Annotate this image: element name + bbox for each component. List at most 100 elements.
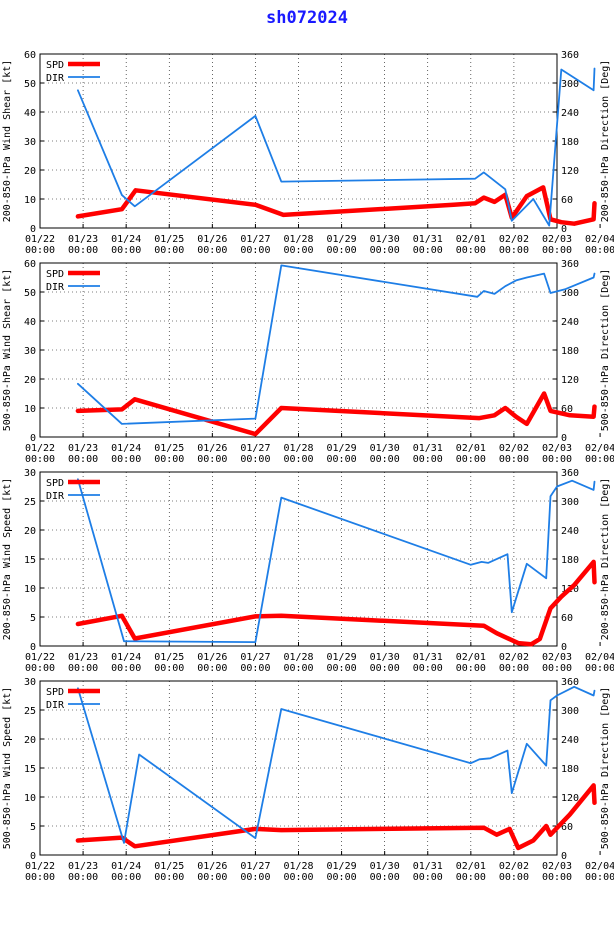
x-tick-label-time: 00:00 bbox=[68, 454, 98, 465]
y2-tick-label: 60 bbox=[561, 822, 573, 833]
y-tick-label: 20 bbox=[24, 166, 36, 177]
x-tick-label-date: 02/01 bbox=[456, 861, 486, 872]
x-tick-label-date: 02/02 bbox=[499, 234, 529, 245]
y2-tick-label: 300 bbox=[561, 706, 579, 717]
y2-tick-label: 360 bbox=[561, 468, 579, 479]
x-tick-label-time: 00:00 bbox=[585, 245, 614, 256]
x-tick-label-date: 01/30 bbox=[370, 443, 400, 454]
x-tick-label-date: 02/02 bbox=[499, 652, 529, 663]
y-tick-label: 50 bbox=[24, 288, 36, 299]
x-tick-label-date: 02/04 bbox=[585, 652, 614, 663]
y2-tick-label: 0 bbox=[561, 851, 567, 862]
legend-label: SPD bbox=[46, 687, 64, 698]
y-tick-label: 15 bbox=[24, 555, 36, 566]
x-tick-label-date: 02/04 bbox=[585, 861, 614, 872]
x-tick-label-date: 02/03 bbox=[542, 652, 572, 663]
x-tick-label-date: 01/24 bbox=[111, 443, 141, 454]
x-tick-label-time: 00:00 bbox=[25, 663, 55, 674]
x-tick-label-date: 01/30 bbox=[370, 652, 400, 663]
x-tick-label-time: 00:00 bbox=[499, 454, 529, 465]
y2-tick-label: 60 bbox=[561, 404, 573, 415]
x-tick-label-time: 00:00 bbox=[499, 663, 529, 674]
x-tick-label-time: 00:00 bbox=[413, 245, 443, 256]
x-tick-label-time: 00:00 bbox=[542, 872, 572, 883]
dir-series-line bbox=[77, 685, 596, 844]
x-tick-label-time: 00:00 bbox=[240, 454, 270, 465]
x-tick-label-time: 00:00 bbox=[413, 872, 443, 883]
y-tick-label: 25 bbox=[24, 497, 36, 508]
chart-title: sh072024 bbox=[266, 8, 348, 28]
x-tick-label-date: 01/30 bbox=[370, 861, 400, 872]
x-tick-label-date: 01/28 bbox=[283, 652, 313, 663]
y-tick-label: 10 bbox=[24, 793, 36, 804]
y-tick-label: 15 bbox=[24, 764, 36, 775]
x-tick-label-time: 00:00 bbox=[370, 454, 400, 465]
x-tick-label-date: 02/03 bbox=[542, 861, 572, 872]
x-tick-label-time: 00:00 bbox=[197, 872, 227, 883]
x-tick-label-date: 01/29 bbox=[327, 443, 357, 454]
x-tick-label-time: 00:00 bbox=[25, 245, 55, 256]
x-tick-label-time: 00:00 bbox=[283, 245, 313, 256]
x-tick-label-time: 00:00 bbox=[370, 872, 400, 883]
y2-tick-label: 0 bbox=[561, 433, 567, 444]
x-tick-label-time: 00:00 bbox=[456, 245, 486, 256]
y2-tick-label: 240 bbox=[561, 317, 579, 328]
x-tick-label-time: 00:00 bbox=[25, 872, 55, 883]
x-tick-label-date: 01/31 bbox=[413, 234, 443, 245]
x-tick-label-date: 01/25 bbox=[154, 652, 184, 663]
x-tick-label-time: 00:00 bbox=[327, 245, 357, 256]
x-tick-label-time: 00:00 bbox=[111, 454, 141, 465]
y2-tick-label: 0 bbox=[561, 224, 567, 235]
y-tick-label: 40 bbox=[24, 108, 36, 119]
x-tick-label-date: 01/29 bbox=[327, 652, 357, 663]
legend-label: DIR bbox=[46, 282, 65, 293]
x-tick-label-date: 01/22 bbox=[25, 652, 55, 663]
y-tick-label: 10 bbox=[24, 404, 36, 415]
y-tick-label: 30 bbox=[24, 677, 36, 688]
x-tick-label-time: 00:00 bbox=[111, 872, 141, 883]
spd-series-line bbox=[75, 783, 597, 851]
x-tick-label-date: 02/02 bbox=[499, 861, 529, 872]
dir-series-line bbox=[77, 478, 596, 643]
x-tick-label-date: 01/26 bbox=[197, 861, 227, 872]
x-tick-label-time: 00:00 bbox=[542, 245, 572, 256]
y2-tick-label: 60 bbox=[561, 613, 573, 624]
y2-tick-label: 360 bbox=[561, 50, 579, 61]
x-tick-label-time: 00:00 bbox=[111, 245, 141, 256]
x-tick-label-date: 01/23 bbox=[68, 861, 98, 872]
y2-tick-label: 180 bbox=[561, 346, 579, 357]
x-tick-label-date: 01/25 bbox=[154, 443, 184, 454]
dir-series-line bbox=[77, 264, 596, 425]
y2-tick-label: 120 bbox=[561, 375, 579, 386]
x-tick-label-date: 01/25 bbox=[154, 861, 184, 872]
x-tick-label-date: 02/03 bbox=[542, 443, 572, 454]
x-tick-label-date: 01/22 bbox=[25, 234, 55, 245]
x-tick-label-date: 02/03 bbox=[542, 234, 572, 245]
spd-series-line bbox=[75, 391, 597, 437]
y2-axis-label: 200-850-hPa Direction [Deg] bbox=[600, 60, 611, 223]
x-tick-label-date: 02/01 bbox=[456, 443, 486, 454]
plot-frame bbox=[39, 680, 558, 856]
y-tick-label: 25 bbox=[24, 706, 36, 717]
x-tick-label-time: 00:00 bbox=[154, 454, 184, 465]
x-tick-label-date: 01/26 bbox=[197, 443, 227, 454]
x-tick-label-date: 01/28 bbox=[283, 234, 313, 245]
y2-tick-label: 240 bbox=[561, 108, 579, 119]
x-tick-label-time: 00:00 bbox=[499, 872, 529, 883]
x-tick-label-time: 00:00 bbox=[456, 454, 486, 465]
x-tick-label-time: 00:00 bbox=[456, 872, 486, 883]
x-tick-label-time: 00:00 bbox=[68, 245, 98, 256]
y2-tick-label: 300 bbox=[561, 288, 579, 299]
legend-label: DIR bbox=[46, 73, 65, 84]
x-tick-label-date: 02/01 bbox=[456, 652, 486, 663]
x-tick-label-time: 00:00 bbox=[197, 663, 227, 674]
y-tick-label: 40 bbox=[24, 317, 36, 328]
y-tick-label: 30 bbox=[24, 468, 36, 479]
y-tick-label: 0 bbox=[30, 642, 36, 653]
y2-axis-label: 500-850-hPa Direction [Deg] bbox=[600, 687, 611, 850]
x-tick-label-date: 01/22 bbox=[25, 861, 55, 872]
x-tick-label-time: 00:00 bbox=[370, 663, 400, 674]
x-tick-label-date: 01/29 bbox=[327, 234, 357, 245]
x-tick-label-time: 00:00 bbox=[283, 454, 313, 465]
